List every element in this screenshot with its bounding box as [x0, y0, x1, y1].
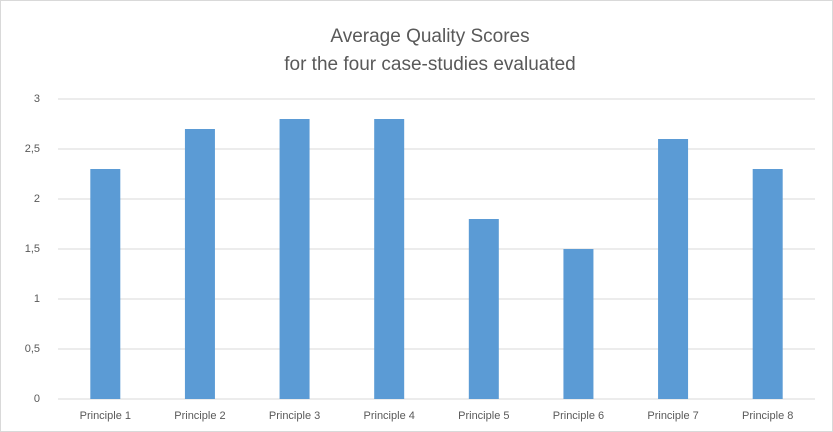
y-tick-label: 2,5 [25, 143, 40, 155]
y-tick-label: 0,5 [25, 343, 40, 355]
chart-title: Average Quality Scores [330, 26, 529, 47]
chart-subtitle: for the four case-studies evaluated [284, 54, 576, 75]
x-tick-label: Principle 5 [458, 410, 509, 422]
x-tick-label: Principle 8 [742, 410, 793, 422]
bar [374, 119, 405, 399]
x-tick-label: Principle 6 [553, 410, 604, 422]
bar [752, 169, 783, 399]
x-tick-label: Principle 7 [647, 410, 698, 422]
bar [563, 249, 594, 399]
y-tick-label: 1 [34, 293, 40, 305]
bar [468, 219, 499, 399]
y-tick-label: 1,5 [25, 243, 40, 255]
y-tick-label: 0 [34, 393, 40, 405]
bar [184, 129, 215, 399]
bar [90, 169, 121, 399]
x-tick-label: Principle 2 [174, 410, 225, 422]
y-tick-label: 3 [34, 93, 40, 105]
x-tick-label: Principle 4 [364, 410, 415, 422]
bar [658, 139, 689, 399]
x-tick-label: Principle 1 [80, 410, 131, 422]
y-tick-label: 2 [34, 193, 40, 205]
x-tick-label: Principle 3 [269, 410, 320, 422]
bar [279, 119, 310, 399]
